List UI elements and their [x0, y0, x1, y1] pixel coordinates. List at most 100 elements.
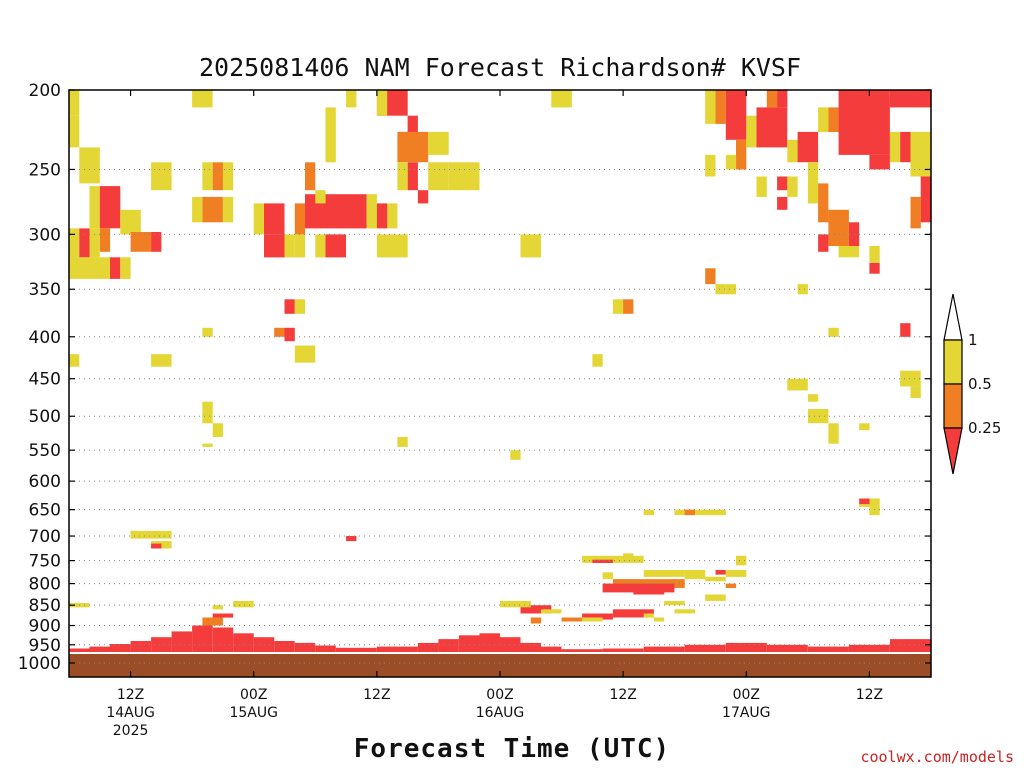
ri-cell [910, 131, 931, 177]
surface-layer-cell [274, 641, 295, 654]
ri-cell [787, 176, 798, 197]
x-tick-label: 16AUG [476, 705, 525, 721]
ri-cell [407, 115, 418, 140]
ri-cell [890, 90, 931, 108]
ri-cell [602, 572, 613, 580]
ri-cell [684, 570, 706, 580]
ri-cell [561, 617, 583, 622]
ri-cell [222, 196, 234, 223]
surface-layer-cell [500, 637, 521, 654]
ri-cell [674, 609, 695, 614]
ri-cell [900, 323, 911, 337]
x-tick-label: 12Z [117, 687, 144, 703]
ri-cell [910, 386, 921, 398]
colorbar-level-label: 0.5 [968, 375, 992, 393]
ri-cell [222, 162, 234, 191]
y-tick-label: 800 [29, 575, 61, 595]
ri-cell [715, 284, 726, 295]
ri-cell [859, 498, 870, 505]
ri-cell [869, 506, 880, 516]
surface-layer-cell [541, 646, 562, 654]
y-tick-label: 900 [29, 617, 61, 637]
ri-cell [99, 186, 121, 229]
ri-cell [120, 257, 131, 279]
ri-cell [315, 234, 326, 258]
ri-cell [890, 131, 901, 163]
y-tick-label: 750 [29, 552, 61, 572]
ri-cell [756, 176, 767, 197]
credit-text: coolwx.com/models [860, 748, 1014, 766]
ri-cell [407, 162, 418, 191]
ri-cell [69, 354, 80, 367]
ri-cell [807, 394, 819, 402]
ri-cell [910, 196, 921, 229]
ri-cell [284, 327, 295, 342]
surface-layer-cell [561, 649, 603, 654]
y-tick-label: 1000 [18, 654, 61, 674]
ri-cell [859, 423, 870, 431]
ri-cell [315, 190, 326, 204]
ri-cell [151, 543, 162, 549]
surface-layer-cell [192, 625, 213, 654]
ri-cell [520, 605, 552, 614]
ri-cell [777, 196, 788, 210]
ri-cell [346, 536, 357, 542]
x-tick-label: 17AUG [722, 705, 771, 721]
y-tick-label: 550 [29, 441, 61, 461]
y-tick-label: 850 [29, 596, 61, 616]
ri-cell [643, 570, 685, 577]
ri-cell [571, 617, 603, 622]
ri-cell [428, 131, 449, 155]
ri-cell [151, 162, 172, 191]
y-tick-label: 200 [29, 81, 61, 101]
surface-layer-cell [110, 644, 131, 654]
ri-cell [705, 154, 716, 177]
ri-cell [233, 601, 254, 608]
ri-cell [99, 228, 111, 252]
colorbar-level-label: 1 [968, 331, 978, 349]
surface-layer-cell [315, 645, 336, 654]
y-tick-label: 700 [29, 527, 61, 547]
ri-cell [376, 234, 408, 258]
ri-cell [664, 601, 685, 606]
ri-cell [869, 246, 880, 263]
surface-layer-cell [602, 648, 644, 654]
ri-cell [828, 209, 849, 246]
ri-cell [705, 594, 726, 601]
ri-cell [592, 559, 613, 563]
colorbar-top-arrow [943, 293, 963, 341]
ri-cell [212, 613, 234, 618]
ri-cell [284, 299, 295, 314]
x-tick-label: 14AUG [106, 705, 155, 721]
ri-cell [900, 131, 911, 163]
ri-cell [89, 186, 100, 229]
ri-cell [264, 203, 285, 235]
ri-cell [69, 90, 80, 116]
ri-cell [541, 609, 562, 614]
ri-cell [777, 176, 788, 191]
chart-title: 2025081406 NAM Forecast Richardson# KVSF [199, 53, 801, 82]
ri-cell [89, 228, 100, 258]
x-tick-label: 12Z [363, 687, 390, 703]
ri-cell [448, 162, 480, 191]
surface-layer-cell [520, 642, 541, 654]
ri-cell [705, 268, 716, 285]
ri-cell [212, 605, 223, 610]
surface-layer-cell [890, 639, 931, 654]
ri-cell [212, 162, 223, 191]
surface-layer-cell [294, 642, 316, 654]
ri-cell [807, 409, 829, 424]
ri-cell [376, 90, 388, 116]
ri-cell [202, 401, 213, 424]
ri-cell [818, 107, 829, 132]
ri-cell [623, 299, 634, 314]
ri-cell [551, 90, 572, 108]
ri-cell [202, 196, 223, 223]
ri-cell [510, 450, 521, 460]
ri-cell [130, 530, 141, 536]
ri-cell [725, 90, 747, 140]
colorbar: 1 0.5 0.25 [943, 293, 1001, 475]
surface-layer-cell [848, 644, 890, 654]
ri-cell [653, 617, 665, 622]
surface-layer-cell [376, 646, 418, 654]
